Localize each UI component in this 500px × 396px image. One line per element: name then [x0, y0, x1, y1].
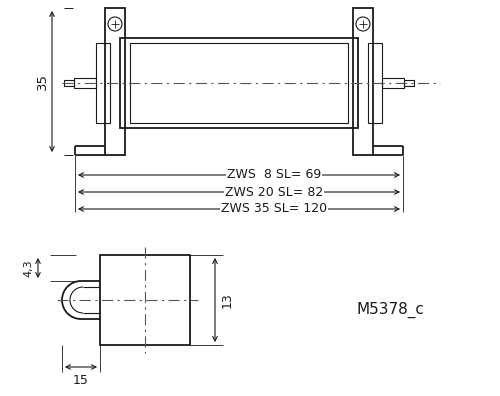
Bar	[96, 43, 110, 123]
Bar	[382, 78, 404, 88]
Text: 13: 13	[220, 292, 234, 308]
Text: 35: 35	[36, 73, 49, 90]
Bar	[130, 43, 348, 123]
Bar	[404, 80, 414, 86]
Bar	[368, 43, 382, 123]
Bar	[120, 38, 358, 128]
Bar	[74, 78, 96, 88]
Text: 4,3: 4,3	[23, 259, 33, 277]
Bar	[353, 8, 373, 155]
Bar	[100, 255, 190, 345]
Text: ZWS 35 SL= 120: ZWS 35 SL= 120	[221, 202, 327, 215]
Bar	[64, 80, 74, 86]
Text: ZWS 20 SL= 82: ZWS 20 SL= 82	[225, 185, 323, 198]
Text: M5378_c: M5378_c	[356, 302, 424, 318]
Text: ZWS  8 SL= 69: ZWS 8 SL= 69	[227, 169, 321, 181]
Bar	[105, 8, 125, 155]
Text: 15: 15	[73, 375, 89, 388]
